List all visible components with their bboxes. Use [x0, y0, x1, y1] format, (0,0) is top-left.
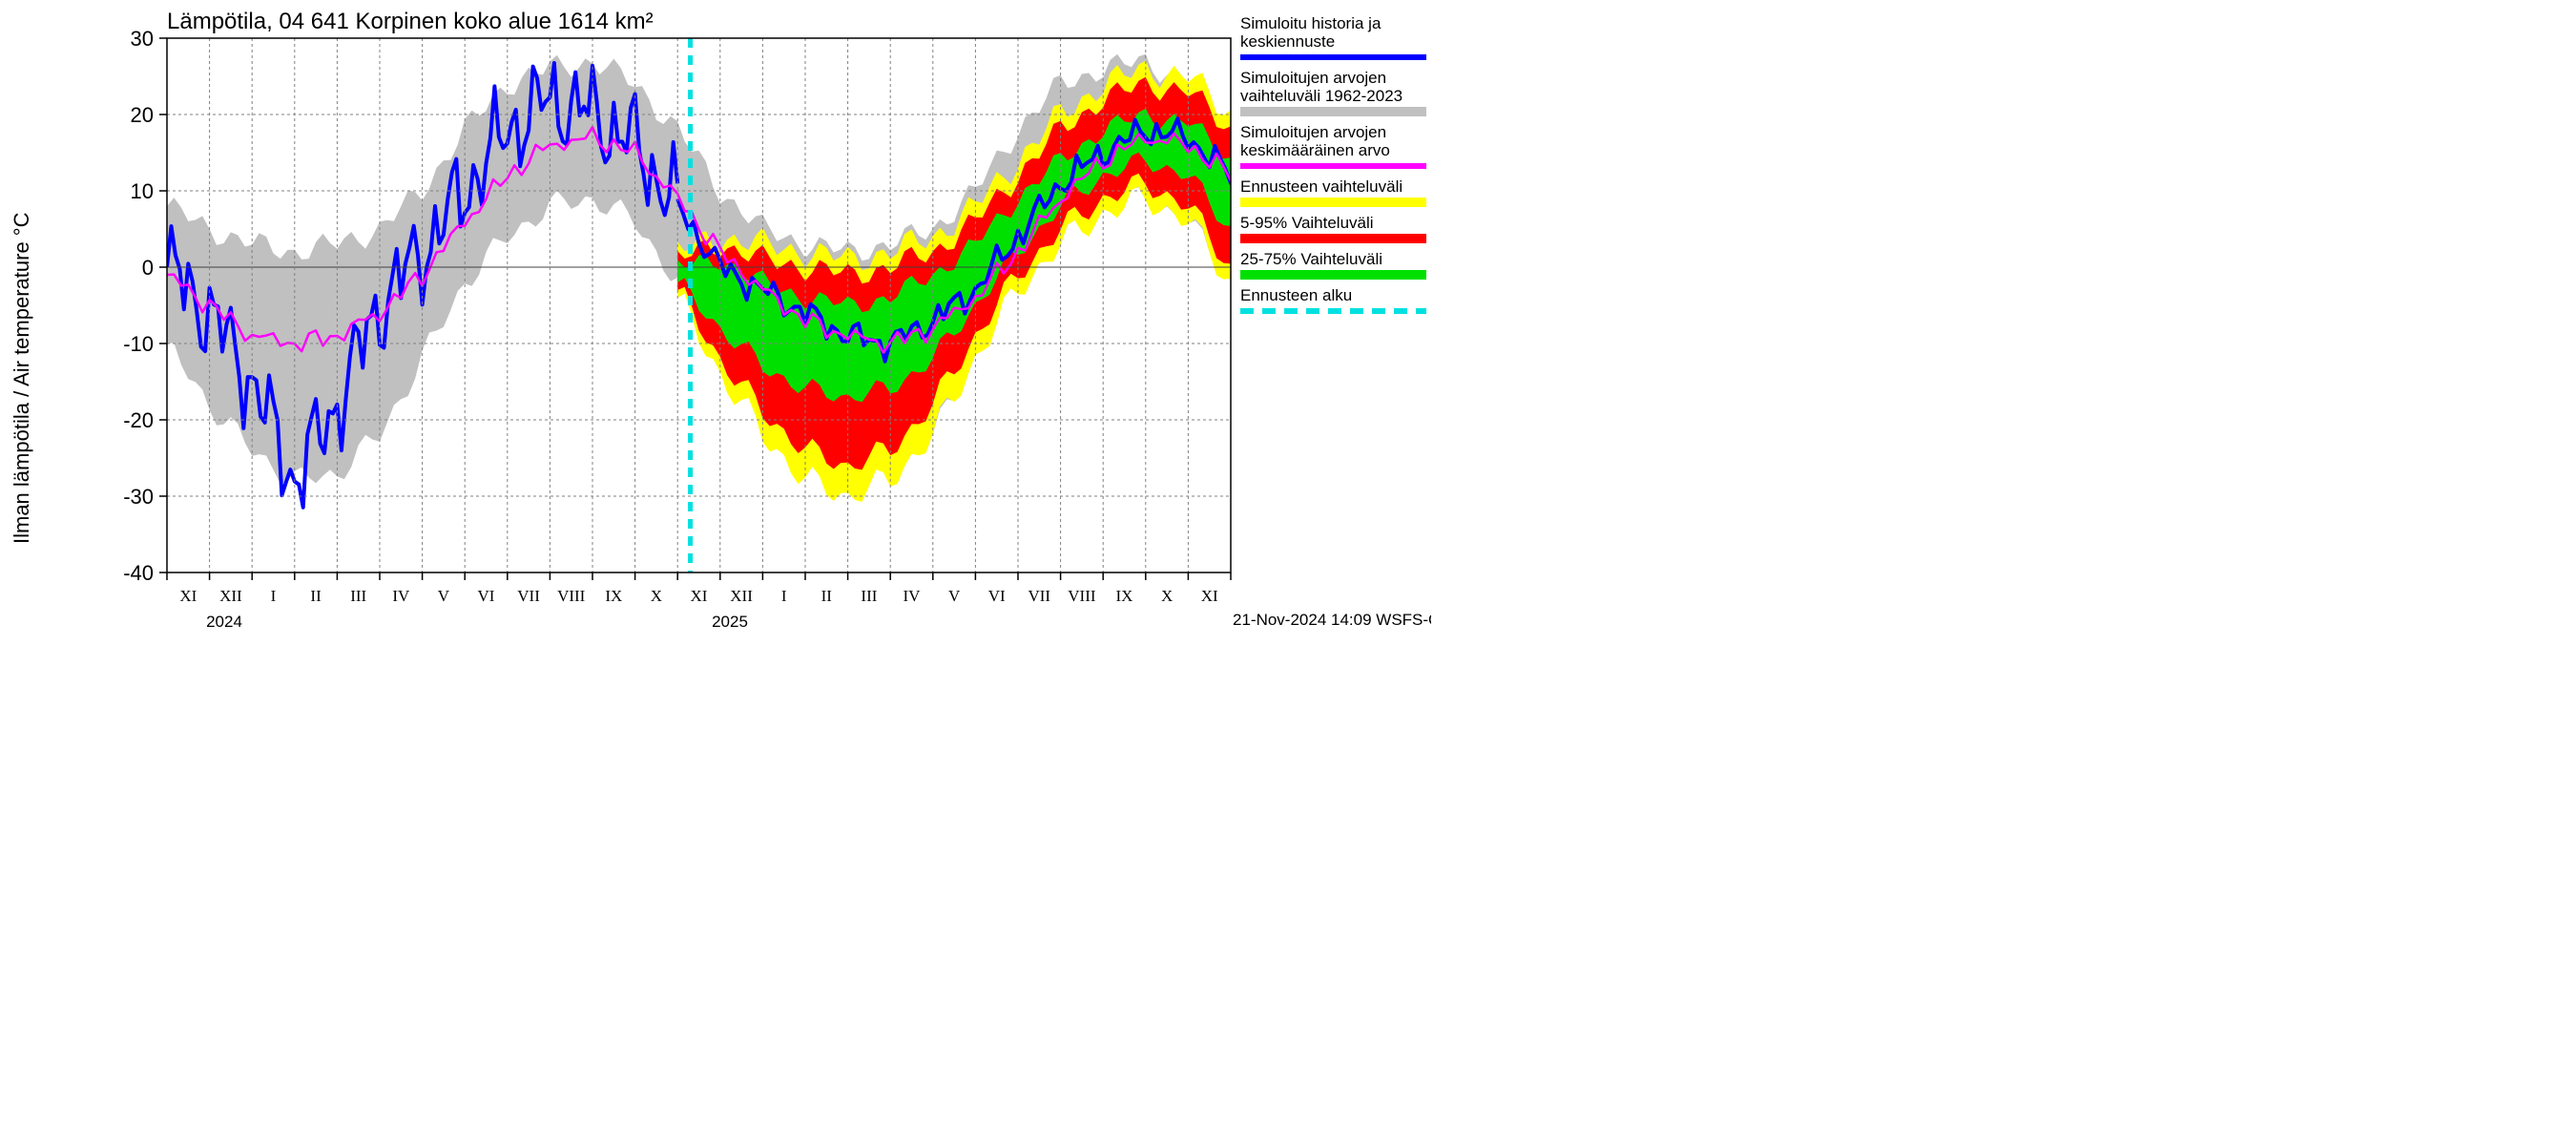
month-label: IX [605, 587, 622, 605]
y-tick-label: 30 [131, 27, 154, 51]
chart-title: Lämpötila, 04 641 Korpinen koko alue 161… [167, 9, 654, 34]
legend-label: Simuloitujen arvojen [1240, 123, 1386, 141]
month-label: VIII [557, 587, 586, 605]
legend-label: Simuloitujen arvojen [1240, 69, 1386, 87]
month-label: XI [691, 587, 708, 605]
y-tick-label: 10 [131, 179, 154, 203]
legend: Simuloitu historia jakeskiennuste Simuloi… [1240, 14, 1426, 311]
legend-label: keskimääräinen arvo [1240, 141, 1390, 159]
month-label: XII [219, 587, 242, 605]
legend-swatch [1240, 198, 1426, 207]
month-label: VII [517, 587, 540, 605]
legend-label: vaihteluväli 1962-2023 [1240, 87, 1402, 105]
month-label: II [821, 587, 833, 605]
month-label: VIII [1068, 587, 1096, 605]
year-label-2: 2025 [712, 613, 748, 631]
month-label: VI [988, 587, 1006, 605]
legend-label: Simuloitu historia ja [1240, 14, 1381, 32]
y-tick-labels: -40 -30 -20 -10 0 10 20 30 [123, 27, 154, 585]
legend-label: 5-95% Vaihteluväli [1240, 214, 1374, 232]
y-tick-label: 20 [131, 103, 154, 127]
legend-swatch [1240, 270, 1426, 280]
legend-label: Ennusteen alku [1240, 286, 1352, 304]
plot-area [159, 38, 1274, 580]
month-label: XI [1201, 587, 1218, 605]
y-axis-label: Ilman lämpötila / Air temperature °C [10, 212, 33, 544]
month-label: IX [1116, 587, 1133, 605]
legend-label: Ennusteen vaihteluväli [1240, 177, 1402, 196]
temperature-chart: Lämpötila, 04 641 Korpinen koko alue 161… [0, 0, 1431, 636]
month-label: IV [904, 587, 922, 605]
month-label: III [350, 587, 366, 605]
y-tick-label: -40 [123, 561, 154, 585]
month-label: X [1161, 587, 1173, 605]
month-label: I [781, 587, 787, 605]
month-label: VII [1028, 587, 1050, 605]
y-tick-label: -20 [123, 408, 154, 432]
month-label: VI [478, 587, 495, 605]
month-label: XI [179, 587, 197, 605]
year-label-1: 2024 [206, 613, 242, 631]
y-tick-label: -30 [123, 485, 154, 509]
month-labels: XIXIIIIIIIIIVVVIVIIVIIIIXXXIXIIIIIIIIIVV… [179, 587, 1218, 605]
month-label: I [271, 587, 277, 605]
month-label: X [651, 587, 662, 605]
legend-swatch [1240, 107, 1426, 116]
legend-swatch [1240, 234, 1426, 243]
chart-footer: 21-Nov-2024 14:09 WSFS-O [1233, 611, 1431, 629]
month-label: II [310, 587, 322, 605]
month-label: III [861, 587, 877, 605]
legend-label: 25-75% Vaihteluväli [1240, 250, 1382, 268]
month-label: V [438, 587, 450, 605]
y-tick-label: -10 [123, 332, 154, 356]
y-tick-label: 0 [142, 256, 154, 280]
month-label: V [948, 587, 961, 605]
legend-label: keskiennuste [1240, 32, 1335, 51]
month-label: XII [730, 587, 753, 605]
month-label: IV [392, 587, 410, 605]
